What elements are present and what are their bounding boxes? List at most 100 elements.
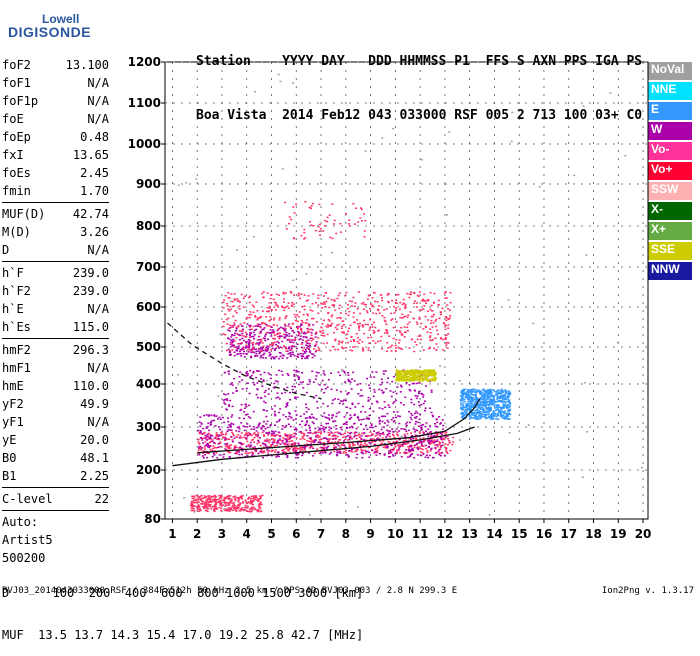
echo-point — [248, 425, 251, 427]
echo-point — [240, 403, 243, 406]
param-separator — [2, 338, 109, 339]
echo-point — [374, 326, 377, 329]
echo-point — [322, 437, 325, 440]
echo-point — [228, 353, 231, 356]
echo-point — [246, 374, 249, 377]
echo-point — [423, 375, 426, 378]
echo-point — [245, 502, 248, 505]
echo-point — [489, 402, 492, 404]
distance-row: D 100 200 400 600 800 1000 1500 3000 [km… — [2, 586, 364, 600]
echo-point — [312, 447, 315, 450]
echo-point — [391, 318, 394, 320]
echo-point — [372, 312, 375, 314]
echo-point — [267, 310, 270, 312]
echo-point — [238, 447, 241, 449]
echo-point — [258, 338, 261, 341]
echo-point — [365, 310, 368, 312]
echo-point — [268, 305, 271, 308]
echo-point — [260, 340, 263, 343]
echo-point — [440, 437, 443, 439]
echo-point — [330, 298, 333, 301]
echo-point — [390, 418, 393, 421]
echo-point — [434, 447, 437, 449]
echo-point — [293, 212, 296, 214]
echo-point — [256, 382, 259, 384]
echo-point — [260, 315, 263, 318]
echo-point — [385, 446, 388, 449]
echo-point — [240, 495, 243, 498]
echo-point — [219, 434, 222, 437]
echo-point — [333, 219, 336, 222]
echo-point — [324, 387, 327, 390]
echo-point — [218, 503, 221, 505]
echo-point — [281, 374, 284, 376]
echo-point — [309, 309, 312, 311]
x-tick-label: 1 — [168, 527, 176, 541]
echo-point — [315, 371, 318, 374]
echo-point — [294, 379, 297, 381]
echo-point — [300, 346, 303, 349]
param-row: B1 2.25 — [2, 467, 109, 485]
echo-point — [398, 448, 401, 450]
echo-point — [401, 317, 404, 319]
echo-point — [418, 440, 421, 443]
echo-point — [355, 434, 358, 437]
echo-point — [224, 438, 227, 441]
echo-point — [426, 376, 429, 378]
echo-point — [373, 389, 376, 391]
echo-point — [246, 370, 249, 373]
echo-point — [298, 423, 301, 426]
echo-point — [300, 343, 303, 345]
echo-point — [445, 317, 448, 319]
echo-point — [496, 413, 499, 416]
echo-point — [305, 337, 308, 339]
echo-point — [227, 507, 230, 509]
echo-point — [259, 496, 262, 499]
echo-point — [240, 355, 243, 357]
echo-point — [303, 238, 306, 240]
echo-point — [400, 385, 403, 388]
echo-point — [193, 510, 196, 512]
echo-point — [276, 345, 279, 347]
echo-point — [464, 394, 467, 396]
echo-point — [470, 412, 473, 414]
echo-point — [447, 333, 450, 335]
echo-point — [230, 343, 233, 345]
echo-point — [258, 503, 261, 505]
echo-point — [408, 455, 411, 458]
echo-point — [241, 328, 244, 331]
echo-point — [308, 514, 311, 516]
echo-point — [314, 427, 317, 430]
echo-point — [233, 322, 236, 324]
echo-point — [203, 453, 206, 456]
echo-point — [465, 409, 468, 412]
echo-point — [485, 391, 488, 394]
echo-point — [332, 223, 335, 225]
echo-point — [442, 438, 445, 441]
echo-point — [272, 332, 275, 334]
echo-point — [204, 441, 207, 443]
echo-point — [294, 453, 297, 455]
echo-point — [368, 294, 371, 296]
echo-point — [258, 341, 261, 344]
echo-point — [351, 442, 354, 445]
echo-point — [415, 416, 418, 418]
echo-point — [461, 415, 464, 417]
echo-point — [405, 378, 408, 380]
echo-point — [409, 454, 412, 457]
echo-point — [261, 321, 264, 324]
echo-point — [452, 441, 455, 443]
echo-point — [419, 438, 422, 440]
echo-point — [326, 405, 329, 407]
echo-point — [255, 370, 258, 372]
echo-point — [411, 414, 414, 417]
echo-point — [239, 446, 242, 449]
echo-point — [274, 430, 277, 433]
echo-point — [469, 409, 472, 412]
echo-point — [210, 508, 213, 510]
echo-point — [330, 441, 333, 444]
echo-point — [260, 397, 263, 399]
echo-point — [371, 371, 374, 373]
echo-point — [498, 397, 501, 399]
echo-point — [210, 495, 213, 498]
